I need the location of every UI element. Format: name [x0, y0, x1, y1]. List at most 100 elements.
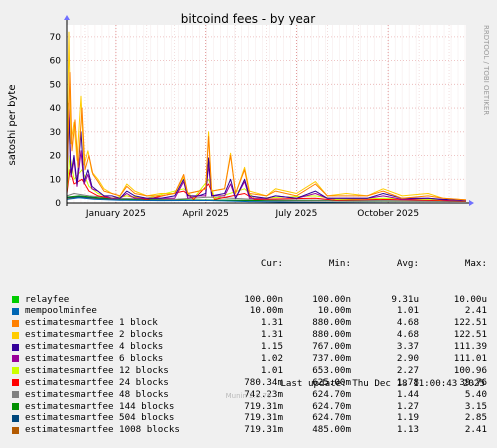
- legend-max: 111.39: [453, 341, 487, 353]
- legend-row: estimatesmartfee 4 blocks 1.15 767.00m 3.37…: [12, 341, 492, 353]
- legend-max: 2.41: [464, 305, 487, 317]
- legend-min: 653.00m: [312, 364, 351, 376]
- y-tick-label: 40: [50, 104, 62, 114]
- legend-series-name: estimatesmartfee 6 blocks: [25, 352, 164, 364]
- legend-min: 880.00m: [312, 329, 351, 341]
- legend-avg: 4.68: [396, 329, 419, 341]
- legend-avg: 3.37: [396, 341, 419, 353]
- y-axis-label: satoshi per byte: [7, 84, 18, 165]
- legend-series-name: estimatesmartfee 1 block: [25, 317, 158, 329]
- side-label: RRDTOOL / TOBI OETIKER: [482, 25, 490, 115]
- legend-series-name: estimatesmartfee 24 blocks: [25, 376, 169, 388]
- y-tick-label: 20: [50, 152, 62, 162]
- legend-series-name: estimatesmartfee 2 blocks: [25, 329, 164, 341]
- legend-cur: 719.31m: [244, 412, 283, 424]
- legend-max: 2.85: [464, 412, 487, 424]
- col-min: Min:: [328, 257, 351, 269]
- legend-row: relayfee 100.00n 100.00n 9.31u 10.00u: [12, 294, 492, 306]
- legend-avg: 4.68: [396, 317, 419, 329]
- legend-series-name: estimatesmartfee 12 blocks: [25, 364, 169, 376]
- legend-cur: 1.31: [260, 317, 283, 329]
- legend-swatch: [12, 355, 19, 363]
- legend-avg: 2.27: [396, 364, 419, 376]
- series-line: [66, 117, 467, 201]
- legend-swatch: [12, 295, 19, 303]
- x-tick-label: April 2025: [182, 209, 228, 219]
- legend-max: 111.01: [453, 352, 487, 364]
- legend-cur: 1.01: [260, 364, 283, 376]
- legend-max: 10.00u: [453, 293, 487, 305]
- legend-series-name: relayfee: [25, 293, 70, 305]
- legend-cur: 719.31m: [244, 424, 283, 436]
- legend-row: estimatesmartfee 504 blocks 719.31m 624.70…: [12, 412, 492, 424]
- legend-avg: 1.19: [396, 412, 419, 424]
- legend-swatch: [12, 367, 19, 375]
- legend-avg: 1.44: [396, 388, 419, 400]
- y-tick-label: 0: [55, 199, 61, 209]
- grid: [66, 25, 466, 203]
- legend-min: 625.00m: [312, 376, 351, 388]
- chart: bitcoind fees - by year satoshi per byte…: [7, 12, 490, 219]
- y-tick-label: 50: [50, 80, 62, 90]
- legend-row: estimatesmartfee 12 blocks 1.01 653.00m 2.2…: [12, 365, 492, 377]
- legend-swatch: [12, 414, 19, 422]
- legend-avg: 9.31u: [391, 293, 419, 305]
- x-tick-label: July 2025: [274, 209, 317, 219]
- axes: 0 10 20 30 40 50 60 70 January 2025 April 2025 Jul…: [50, 15, 474, 219]
- legend: Cur: Min: Avg: Max: relayfee 100.00n 100.0…: [12, 234, 492, 448]
- legend-min: 485.00m: [312, 424, 351, 436]
- legend-swatch: [12, 307, 19, 315]
- col-max: Max:: [464, 257, 487, 269]
- legend-row: estimatesmartfee 1 block 1.31 880.00m 4.68 1…: [12, 317, 492, 329]
- legend-max: 5.40: [464, 388, 487, 400]
- legend-cur: 1.31: [260, 329, 283, 341]
- legend-min: 624.70m: [312, 400, 351, 412]
- legend-min: 10.00m: [317, 305, 351, 317]
- legend-swatch: [12, 379, 19, 387]
- legend-row: estimatesmartfee 144 blocks 719.31m 624.70…: [12, 401, 492, 413]
- last-update: Last update: Thu Dec 18 11:00:43 2025: [280, 378, 485, 389]
- y-tick-label: 60: [50, 57, 62, 67]
- legend-series-name: estimatesmartfee 144 blocks: [25, 400, 175, 412]
- legend-min: 624.70m: [312, 412, 351, 424]
- legend-row: estimatesmartfee 1008 blocks 719.31m 485.0…: [12, 424, 492, 436]
- legend-cur: 1.15: [260, 341, 283, 353]
- legend-min: 737.00m: [312, 352, 351, 364]
- x-axis-arrow: [469, 200, 474, 206]
- legend-max: 2.41: [464, 424, 487, 436]
- legend-cur: 1.02: [260, 352, 283, 364]
- series-line: [66, 72, 467, 201]
- legend-avg: 2.90: [396, 352, 419, 364]
- legend-cur: 100.00n: [244, 293, 283, 305]
- col-cur: Cur:: [260, 257, 283, 269]
- legend-swatch: [12, 426, 19, 434]
- legend-cur: 719.31m: [244, 400, 283, 412]
- x-tick-label: October 2025: [357, 209, 419, 219]
- legend-swatch: [12, 319, 19, 327]
- legend-swatch: [12, 331, 19, 339]
- legend-row: estimatesmartfee 2 blocks 1.31 880.00m 4.68…: [12, 329, 492, 341]
- legend-max: 122.51: [453, 317, 487, 329]
- legend-row: estimatesmartfee 6 blocks 1.02 737.00m 2.90…: [12, 353, 492, 365]
- series-line: [66, 169, 467, 202]
- legend-row: estimatesmartfee 24 blocks 780.34m 625.00m…: [12, 377, 492, 389]
- legend-avg: 1.13: [396, 424, 419, 436]
- legend-min: 100.00n: [312, 293, 351, 305]
- legend-row: mempoolminfee 10.00m 10.00m 1.01 2.41: [12, 305, 492, 317]
- y-tick-label: 10: [50, 175, 62, 185]
- y-axis-arrow: [64, 15, 70, 20]
- series-line: [66, 193, 467, 202]
- y-tick-label: 30: [50, 128, 62, 138]
- chart-title: bitcoind fees - by year: [181, 12, 316, 26]
- legend-max: 39.76: [459, 376, 487, 388]
- legend-cur: 742.23m: [244, 388, 283, 400]
- munin-version: Munin 2.0.76: [225, 392, 272, 400]
- legend-series-name: estimatesmartfee 504 blocks: [25, 412, 175, 424]
- legend-series-name: estimatesmartfee 1008 blocks: [25, 424, 180, 436]
- legend-avg: 1.78: [396, 376, 419, 388]
- legend-min: 880.00m: [312, 317, 351, 329]
- legend-row: estimatesmartfee 48 blocks 742.23m 624.70m…: [12, 389, 492, 401]
- legend-swatch: [12, 391, 19, 399]
- x-tick-label: January 2025: [85, 209, 146, 219]
- legend-max: 3.15: [464, 400, 487, 412]
